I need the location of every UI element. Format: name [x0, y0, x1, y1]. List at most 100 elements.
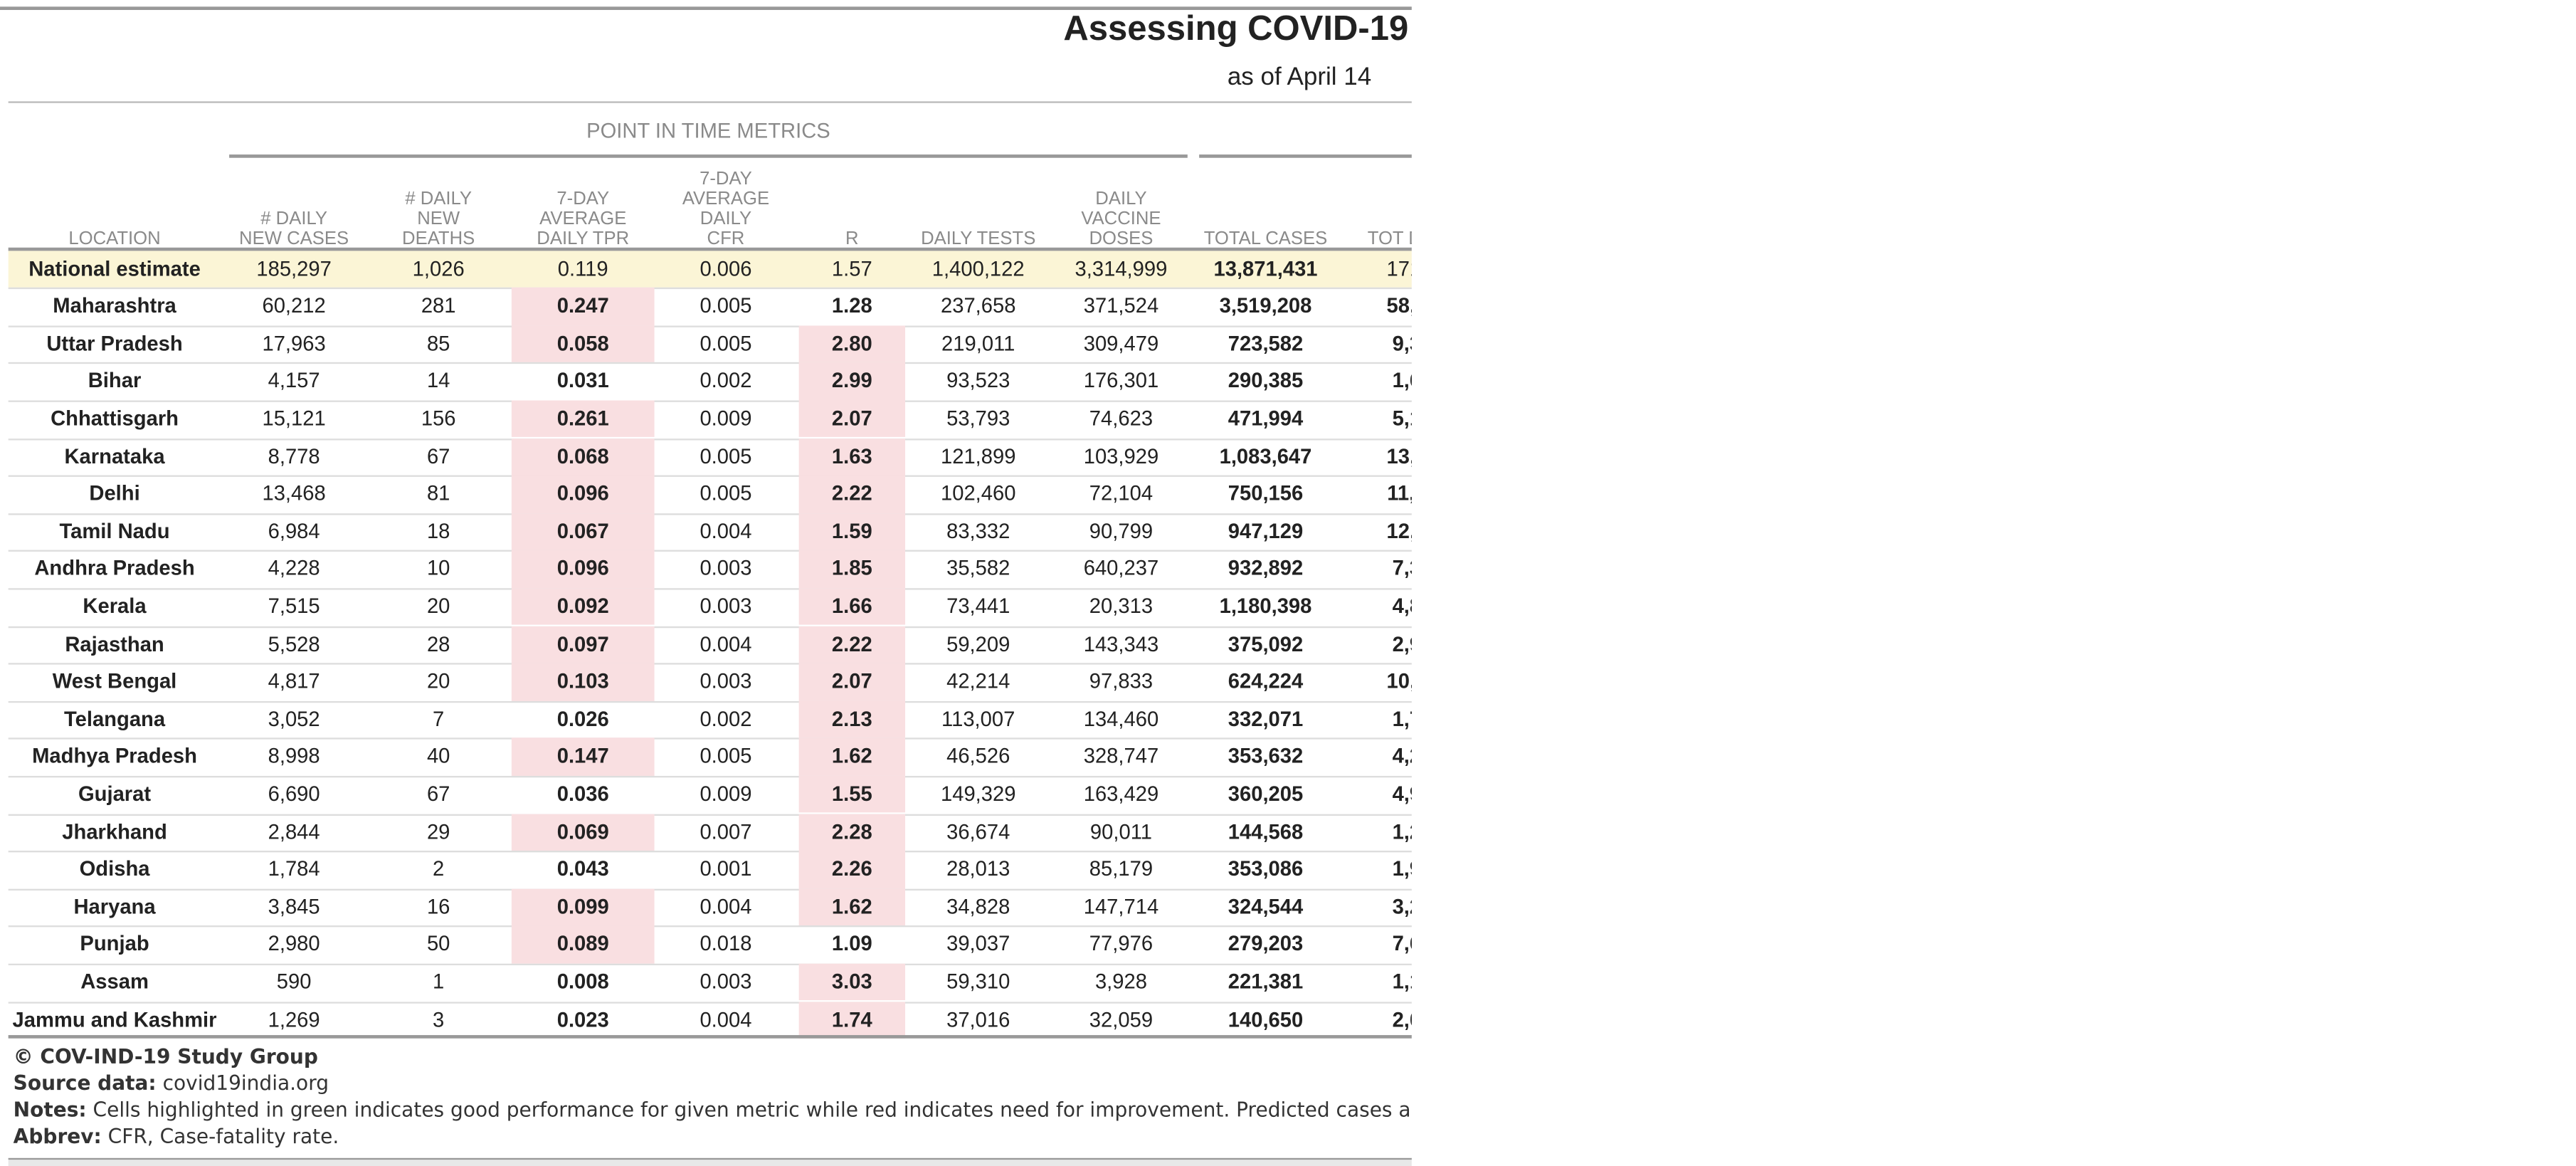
- table-cell: 46,526: [946, 745, 1010, 769]
- table-cell: 2.80: [798, 325, 906, 363]
- table-cell: 37,016: [946, 1007, 1010, 1031]
- table-cell: 73,441: [946, 594, 1010, 618]
- table-cell: 2.26: [798, 851, 906, 888]
- row-rule: [8, 362, 1412, 364]
- column-header: DAILY TESTS: [921, 229, 1036, 250]
- table-cell: 1.63: [798, 438, 906, 476]
- row-label: Madhya Pradesh: [32, 745, 197, 769]
- table-cell: 0.005: [700, 332, 752, 355]
- table-cell: 353,086: [1228, 857, 1304, 881]
- table-cell: 2.22: [798, 625, 906, 663]
- row-rule: [8, 288, 1412, 290]
- row-label: Gujarat: [78, 782, 152, 806]
- table-cell: 81: [426, 482, 450, 505]
- footer-line: Notes: Cells highlighted in green indica…: [14, 1098, 1412, 1122]
- table-cell: 2,0: [1392, 1007, 1412, 1031]
- table-cell: 72,104: [1089, 482, 1154, 505]
- scrollbar[interactable]: [8, 1157, 1412, 1166]
- row-rule: [8, 475, 1412, 478]
- table-cell: 3,845: [268, 895, 320, 918]
- row-label: Kerala: [83, 594, 147, 618]
- table-cell: 3,519,208: [1219, 294, 1312, 318]
- table-cell: 13,0: [1386, 444, 1411, 468]
- table-cell: 90,799: [1089, 519, 1154, 543]
- table-cell: 0.096: [511, 475, 655, 513]
- table-cell: 0.003: [700, 594, 752, 618]
- row-rule: [8, 888, 1412, 891]
- table-cell: 1,9: [1392, 857, 1412, 881]
- table-cell: 1.62: [798, 737, 906, 776]
- footer-label: Notes:: [13, 1098, 87, 1122]
- table-cell: 332,071: [1228, 707, 1304, 731]
- table-cell: 1.66: [798, 587, 906, 626]
- table-cell: 103,929: [1083, 444, 1159, 468]
- table-cell: 3,2: [1392, 895, 1412, 918]
- row-label: Maharashtra: [53, 294, 176, 318]
- table-cell: 1.28: [831, 294, 872, 318]
- table-cell: 0.003: [700, 557, 752, 581]
- table-cell: 42,214: [946, 669, 1010, 693]
- table-cell: 0.005: [700, 444, 752, 468]
- table-cell: 7: [433, 707, 445, 731]
- table-cell: 1.85: [798, 550, 906, 588]
- table-cell: 34,828: [946, 895, 1010, 918]
- row-label: Uttar Pradesh: [46, 332, 183, 355]
- row-label: Punjab: [80, 933, 149, 956]
- table-cell: 624,224: [1228, 669, 1304, 693]
- table-cell: 0.097: [511, 625, 655, 663]
- row-label: Bihar: [88, 369, 142, 393]
- table-cell: 149,329: [940, 782, 1016, 806]
- table-cell: 353,632: [1228, 745, 1304, 769]
- table-cell: 7,3: [1392, 557, 1412, 581]
- table-cell: 32,059: [1089, 1007, 1154, 1031]
- table-cell: 185,297: [256, 256, 332, 280]
- table-cell: 4,2: [1392, 745, 1412, 769]
- table-cell: 85: [426, 332, 450, 355]
- table-cell: 1,6: [1392, 369, 1412, 393]
- table-cell: 0.261: [511, 400, 655, 438]
- row-label: Andhra Pradesh: [34, 557, 195, 581]
- table-cell: 0.005: [700, 745, 752, 769]
- table-cell: 1,400,122: [931, 256, 1025, 280]
- table-cell: 0.147: [511, 737, 655, 776]
- table-cell: 77,976: [1089, 933, 1154, 956]
- row-rule: [8, 325, 1412, 327]
- table-cell: 6,984: [268, 519, 320, 543]
- table-cell: 59,310: [946, 970, 1010, 994]
- footer-text: CFR, Case-fatality rate.: [107, 1125, 339, 1148]
- row-rule: [8, 625, 1412, 628]
- row-rule: [8, 925, 1412, 928]
- table-cell: 171,: [1386, 256, 1411, 280]
- row-rule: [8, 550, 1412, 552]
- footer-line: Source data: covid19india.org: [14, 1071, 329, 1095]
- table-cell: 28,013: [946, 857, 1010, 881]
- row-label: Rajasthan: [65, 632, 164, 656]
- table-cell: 20: [426, 669, 450, 693]
- table-cell: 0.018: [700, 933, 752, 956]
- table-cell: 11,4: [1387, 482, 1412, 505]
- table-cell: 360,205: [1228, 782, 1304, 806]
- table-cell: 4,9: [1392, 782, 1412, 806]
- table-cell: 947,129: [1228, 519, 1304, 543]
- row-label: Jharkhand: [62, 819, 167, 844]
- table-cell: 1.09: [831, 933, 872, 956]
- table-cell: 8,778: [268, 444, 320, 468]
- table-cell: 16: [426, 895, 450, 918]
- table-cell: 0.099: [511, 888, 655, 926]
- table-cell: 2,9: [1392, 632, 1412, 656]
- footer-text: Cells highlighted in green indicates goo…: [93, 1098, 1412, 1122]
- table-cell: 144,568: [1228, 819, 1304, 844]
- rule: [8, 101, 1412, 103]
- table-cell: 237,658: [940, 294, 1016, 318]
- column-header: 7-DAY AVERAGE DAILY CFR: [682, 169, 770, 250]
- group-rule: [1199, 154, 1412, 158]
- table-cell: 2,844: [268, 819, 320, 844]
- footer-text: covid19india.org: [162, 1071, 329, 1096]
- table-cell: 0.031: [556, 369, 609, 393]
- bottom-rule: [8, 1035, 1412, 1039]
- table-cell: 14: [426, 369, 450, 393]
- row-rule: [8, 663, 1412, 665]
- table-cell: 60,212: [262, 294, 326, 318]
- table-cell: 0.089: [511, 925, 655, 964]
